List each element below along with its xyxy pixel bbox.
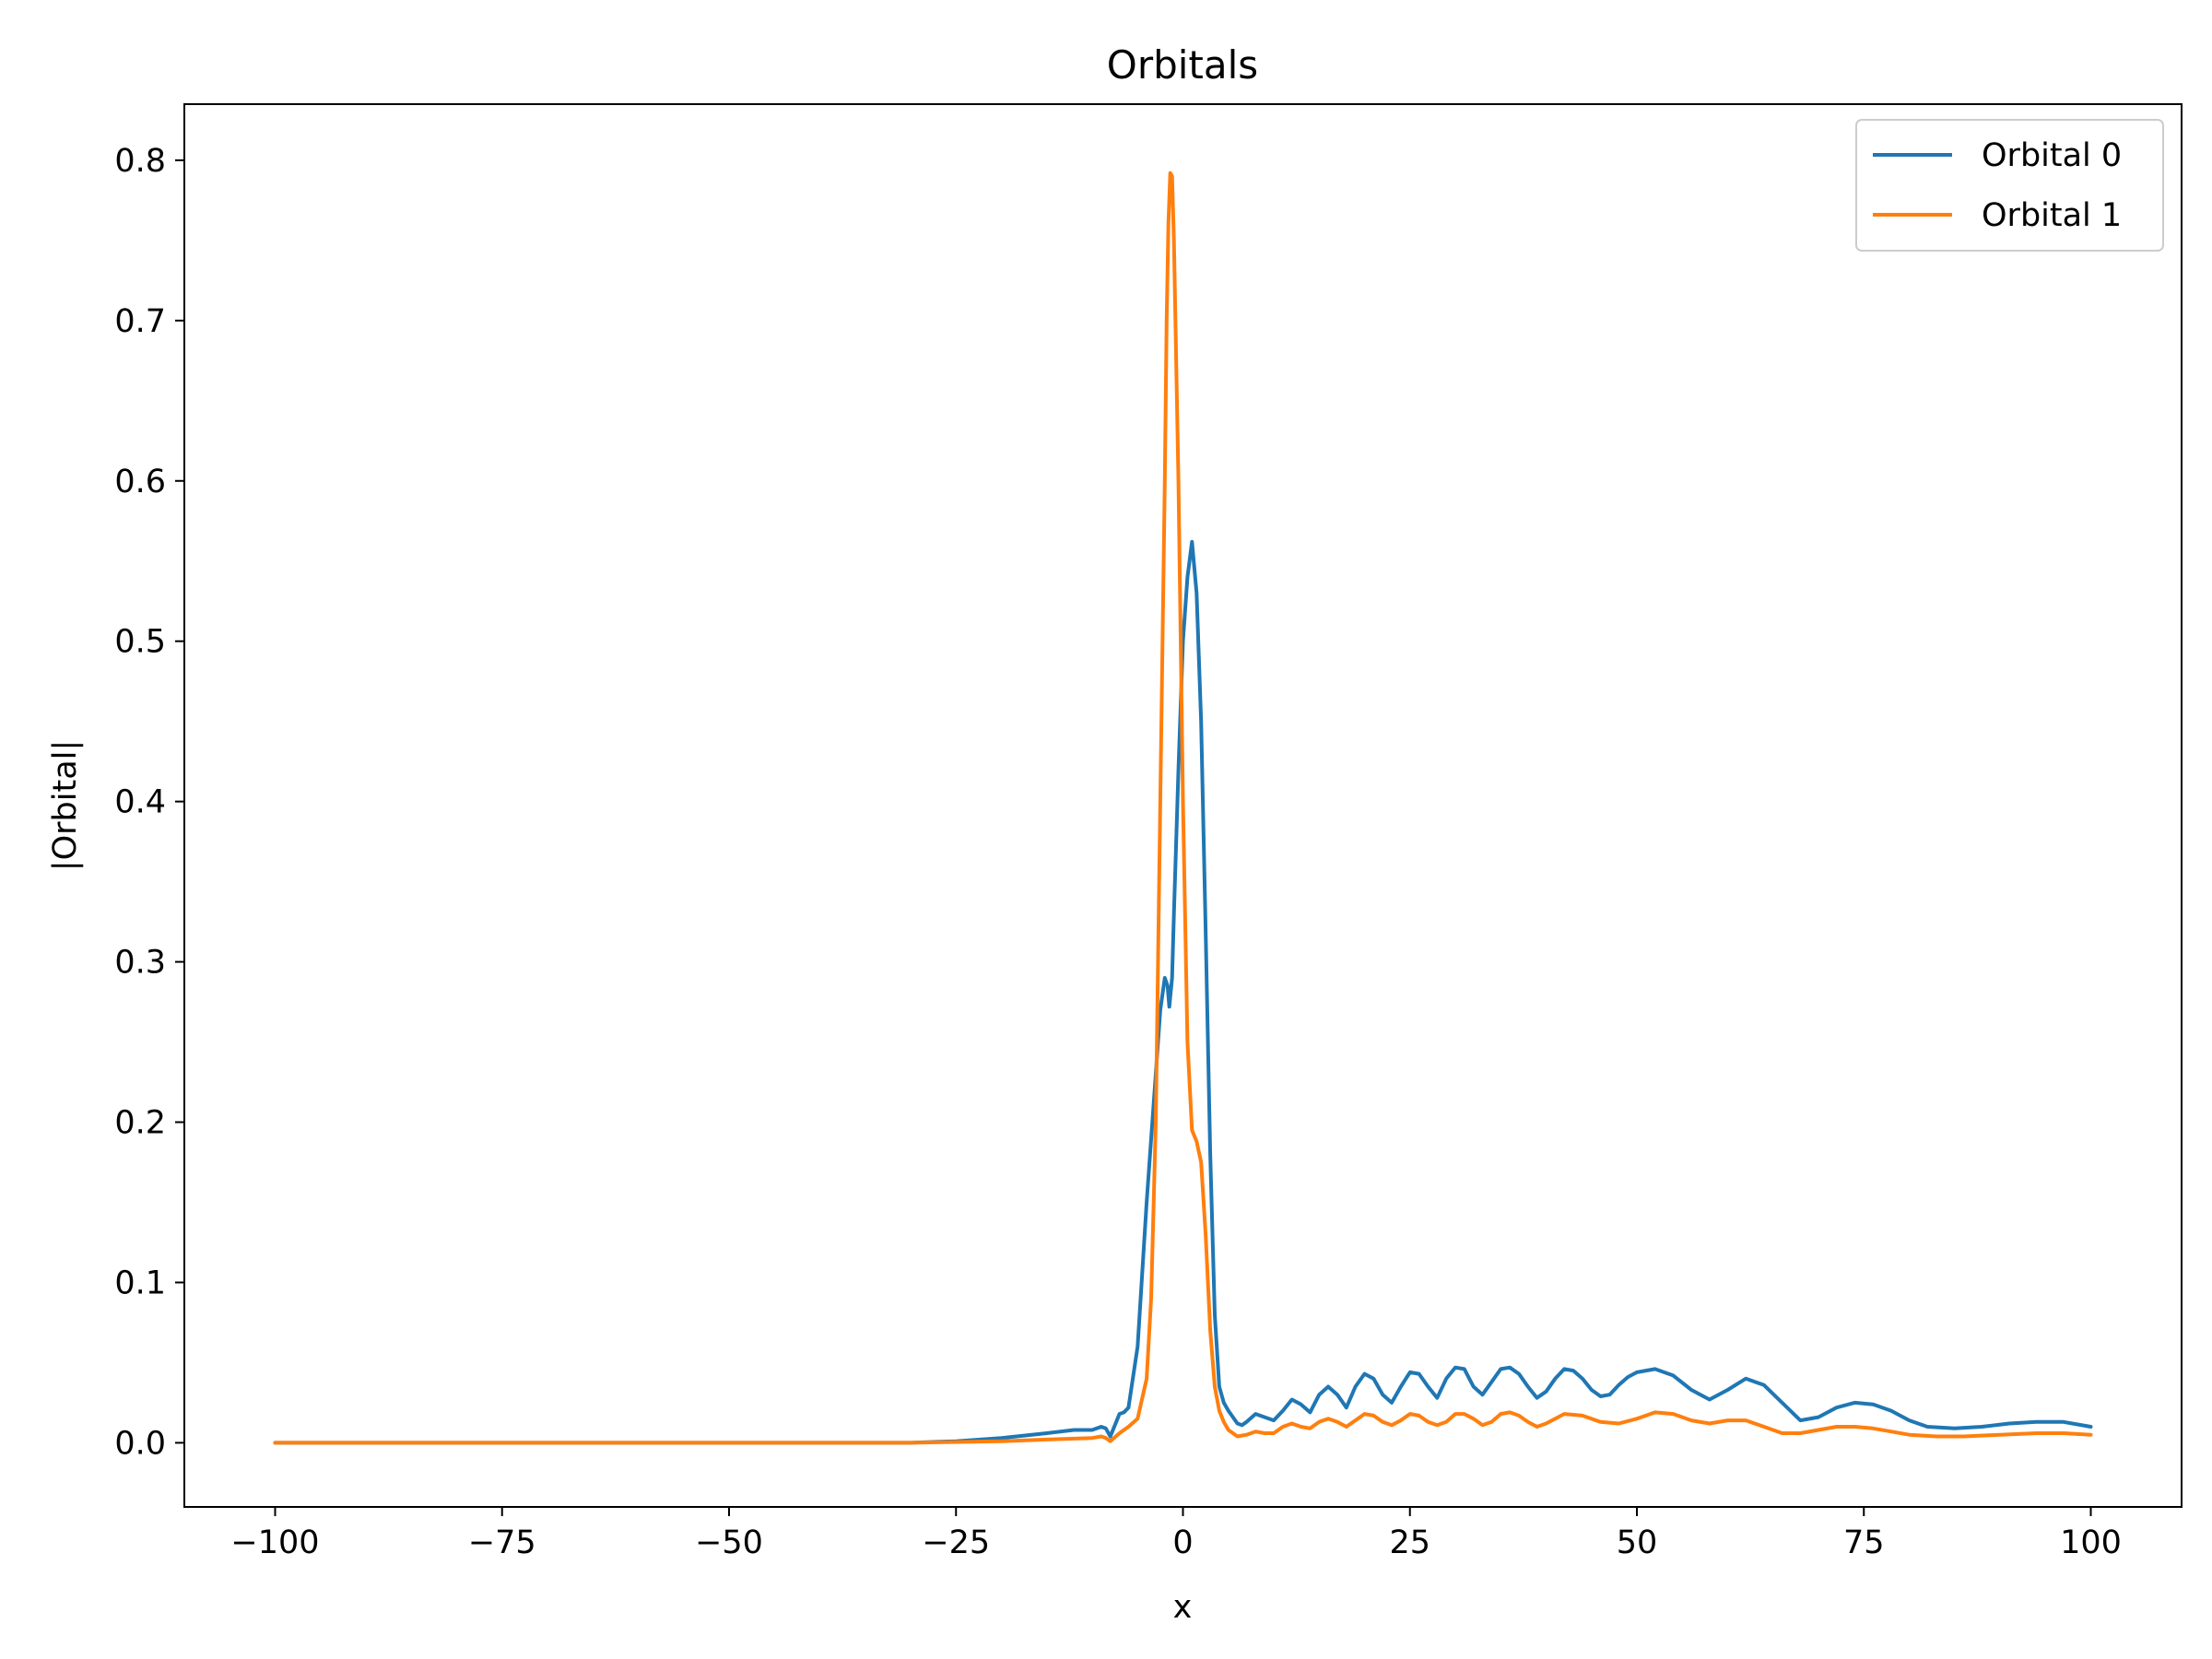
y-tick-label: 0.2 [114,1105,166,1142]
y-tick-label: 0.7 [114,303,166,340]
y-tick-label: 0.4 [114,784,166,821]
series-line-orbital-0 [273,539,2093,1445]
x-tick-label: −100 [230,1524,319,1561]
y-tick-label: 0.1 [114,1265,166,1301]
x-axis: −100 −75 −50 −25 0 25 50 75 100 [230,1507,2122,1561]
series-layer [273,171,2093,1445]
y-axis-label: |Orbital| [47,740,84,871]
y-tick-label: 0.5 [114,624,166,661]
x-tick-label: 25 [1389,1524,1430,1561]
y-tick-label: 0.3 [114,945,166,982]
x-tick-label: 75 [1843,1524,1885,1561]
y-tick-label: 0.8 [114,143,166,180]
x-tick-label: −50 [695,1524,763,1561]
y-tick-label: 0.6 [114,464,166,500]
x-tick-label: 0 [1172,1524,1193,1561]
legend-label-orbital-1: Orbital 1 [1982,197,2122,234]
x-tick-label: 100 [2060,1524,2122,1561]
chart-title: Orbitals [1107,42,1258,88]
x-tick-label: −75 [468,1524,536,1561]
legend-label-orbital-0: Orbital 0 [1982,137,2122,174]
legend-box [1855,119,2164,252]
legend: Orbital 0 Orbital 1 [1855,119,2164,252]
y-tick-label: 0.0 [114,1425,166,1462]
y-axis: 0.0 0.1 0.2 0.3 0.4 0.5 0.6 0.7 0.8 [114,143,184,1462]
x-tick-label: −25 [922,1524,990,1561]
series-line-orbital-1 [273,171,2093,1445]
x-axis-label: x [1173,1589,1193,1626]
x-tick-label: 50 [1617,1524,1658,1561]
